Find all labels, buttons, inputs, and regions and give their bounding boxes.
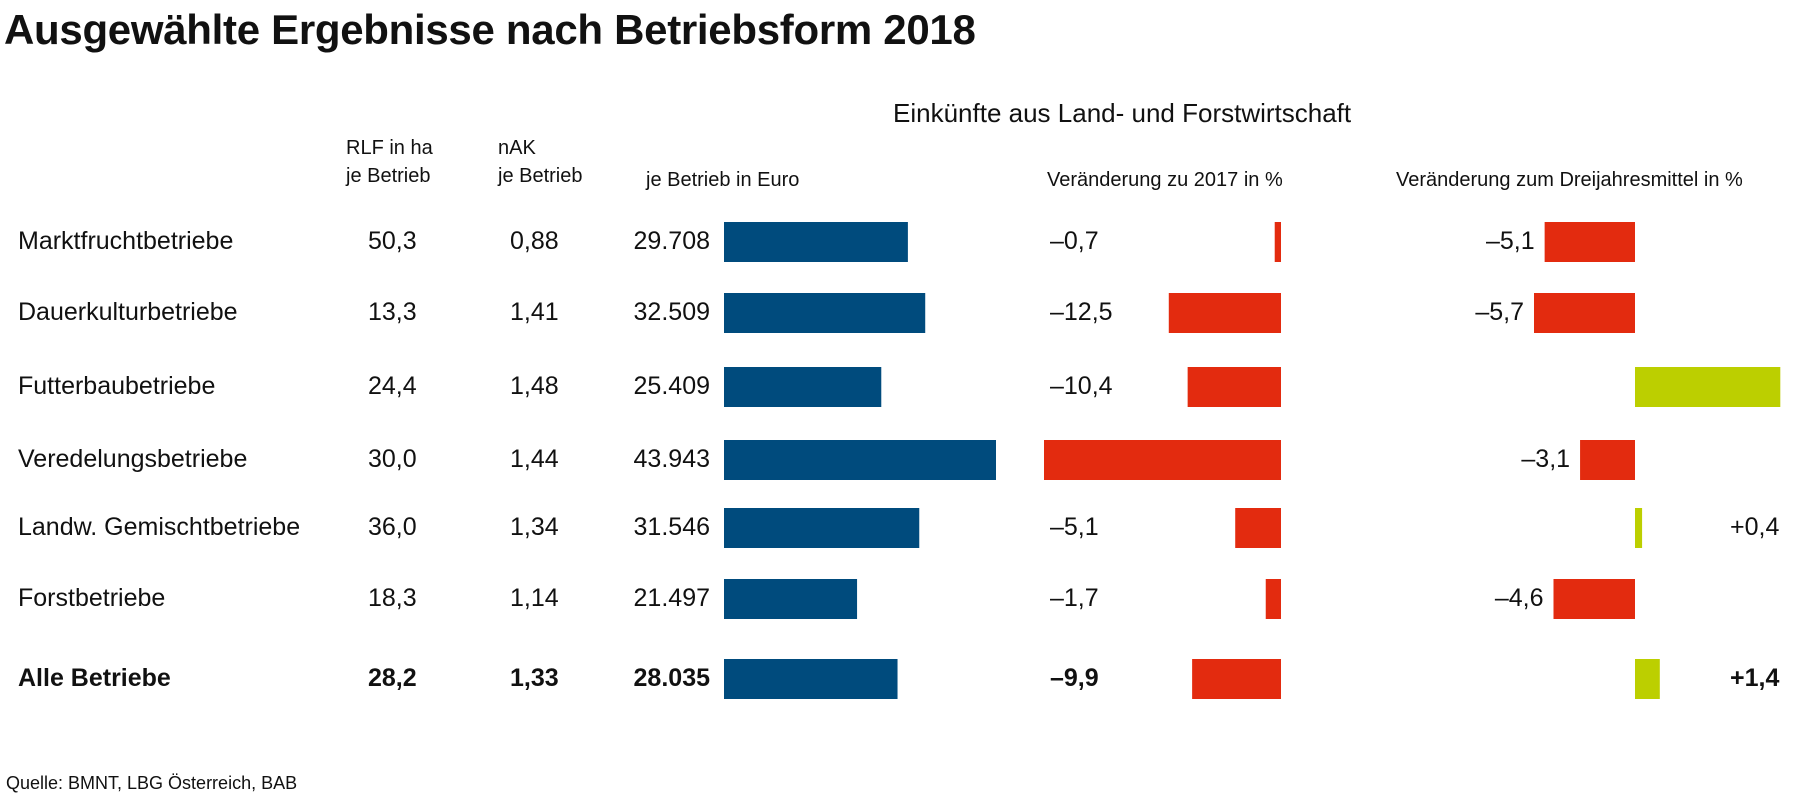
nak-header-line1: nAK [498,137,536,159]
rlf-value: 28,2 [368,664,417,692]
income-value: 29.708 [633,227,710,255]
nak-value: 1,34 [510,513,559,541]
change2017-bar [1265,579,1281,619]
change3y-value: –5,1 [1485,227,1535,255]
rlf-value: 18,3 [368,584,417,612]
row-label: Dauerkulturbetriebe [18,298,238,326]
change3y-value: –4,6 [1494,584,1544,612]
change2017-bar [1168,293,1281,333]
nak-header: nAK je Betrieb [498,134,583,190]
change3y-value: –5,7 [1475,298,1524,326]
source-note: Quelle: BMNT, LBG Österreich, BAB [6,773,298,793]
change2017-bar [1192,659,1281,699]
rlf-value: 36,0 [368,513,417,541]
row-label: Forstbetriebe [18,584,166,612]
change2017-value: –1,7 [1050,584,1099,612]
nak-value: 1,33 [510,664,559,692]
nak-value: 1,14 [510,584,559,612]
change3y-value: –3,1 [1521,445,1571,473]
change2017-bar [1274,222,1281,262]
change3y-value: +1,4 [1730,664,1780,692]
row-label: Marktfruchtbetriebe [18,227,234,255]
row-label: Veredelungsbetriebe [18,445,248,473]
income-value: 28.035 [633,664,710,692]
rlf-header-line2: je Betrieb [346,165,431,187]
nak-value: 1,44 [510,445,559,473]
change3y-bar [1553,579,1635,619]
change2017-header: Veränderung zu 2017 in % [1047,169,1283,191]
change2017-value: –5,1 [1050,513,1099,541]
income-bar [724,440,996,480]
rlf-header-line1: RLF in ha [346,137,433,159]
income-bar [724,222,908,262]
main-header: Einkünfte aus Land- und Forstwirtschaft [893,98,1352,128]
nak-header-line2: je Betrieb [498,165,583,187]
income-bar [724,367,882,407]
change3y-bar [1544,222,1635,262]
income-value: 25.409 [633,372,710,400]
income-bar [724,659,898,699]
rlf-value: 24,4 [368,372,417,400]
change2017-value: –9,9 [1050,664,1099,692]
income-header: je Betrieb in Euro [646,169,800,191]
rlf-value: 50,3 [368,227,417,255]
nak-value: 1,48 [510,372,559,400]
change2017-bar [1044,440,1281,480]
income-value: 32.509 [633,298,710,326]
income-value: 21.497 [633,584,710,612]
rlf-header: RLF in ha je Betrieb [346,134,433,190]
chart-title: Ausgewählte Ergebnisse nach Betriebsform… [4,6,976,53]
change2017-value: –0,7 [1050,227,1099,255]
change2017-bar [1187,367,1281,407]
income-bar [724,508,920,548]
change3y-bar [1580,440,1635,480]
nak-value: 1,41 [510,298,559,326]
change3y-bar [1635,508,1643,548]
change3y-value: +0,4 [1730,513,1780,541]
change3y-bar [1635,367,1781,407]
income-value: 43.943 [633,445,710,473]
change2017-bar [1235,508,1281,548]
nak-value: 0,88 [510,227,559,255]
income-bar [724,293,926,333]
income-value: 31.546 [633,513,710,541]
income-bar [724,579,858,619]
change2017-value: –12,5 [1050,298,1113,326]
row-label: Futterbaubetriebe [18,372,216,400]
rlf-value: 30,0 [368,445,417,473]
change3y-bar [1635,659,1660,699]
row-label: Alle Betriebe [18,664,171,692]
row-label: Landw. Gemischtbetriebe [18,513,301,541]
change3y-header: Veränderung zum Dreijahresmittel in % [1396,169,1743,191]
rlf-value: 13,3 [368,298,417,326]
change2017-value: –10,4 [1050,372,1113,400]
change3y-bar [1534,293,1635,333]
